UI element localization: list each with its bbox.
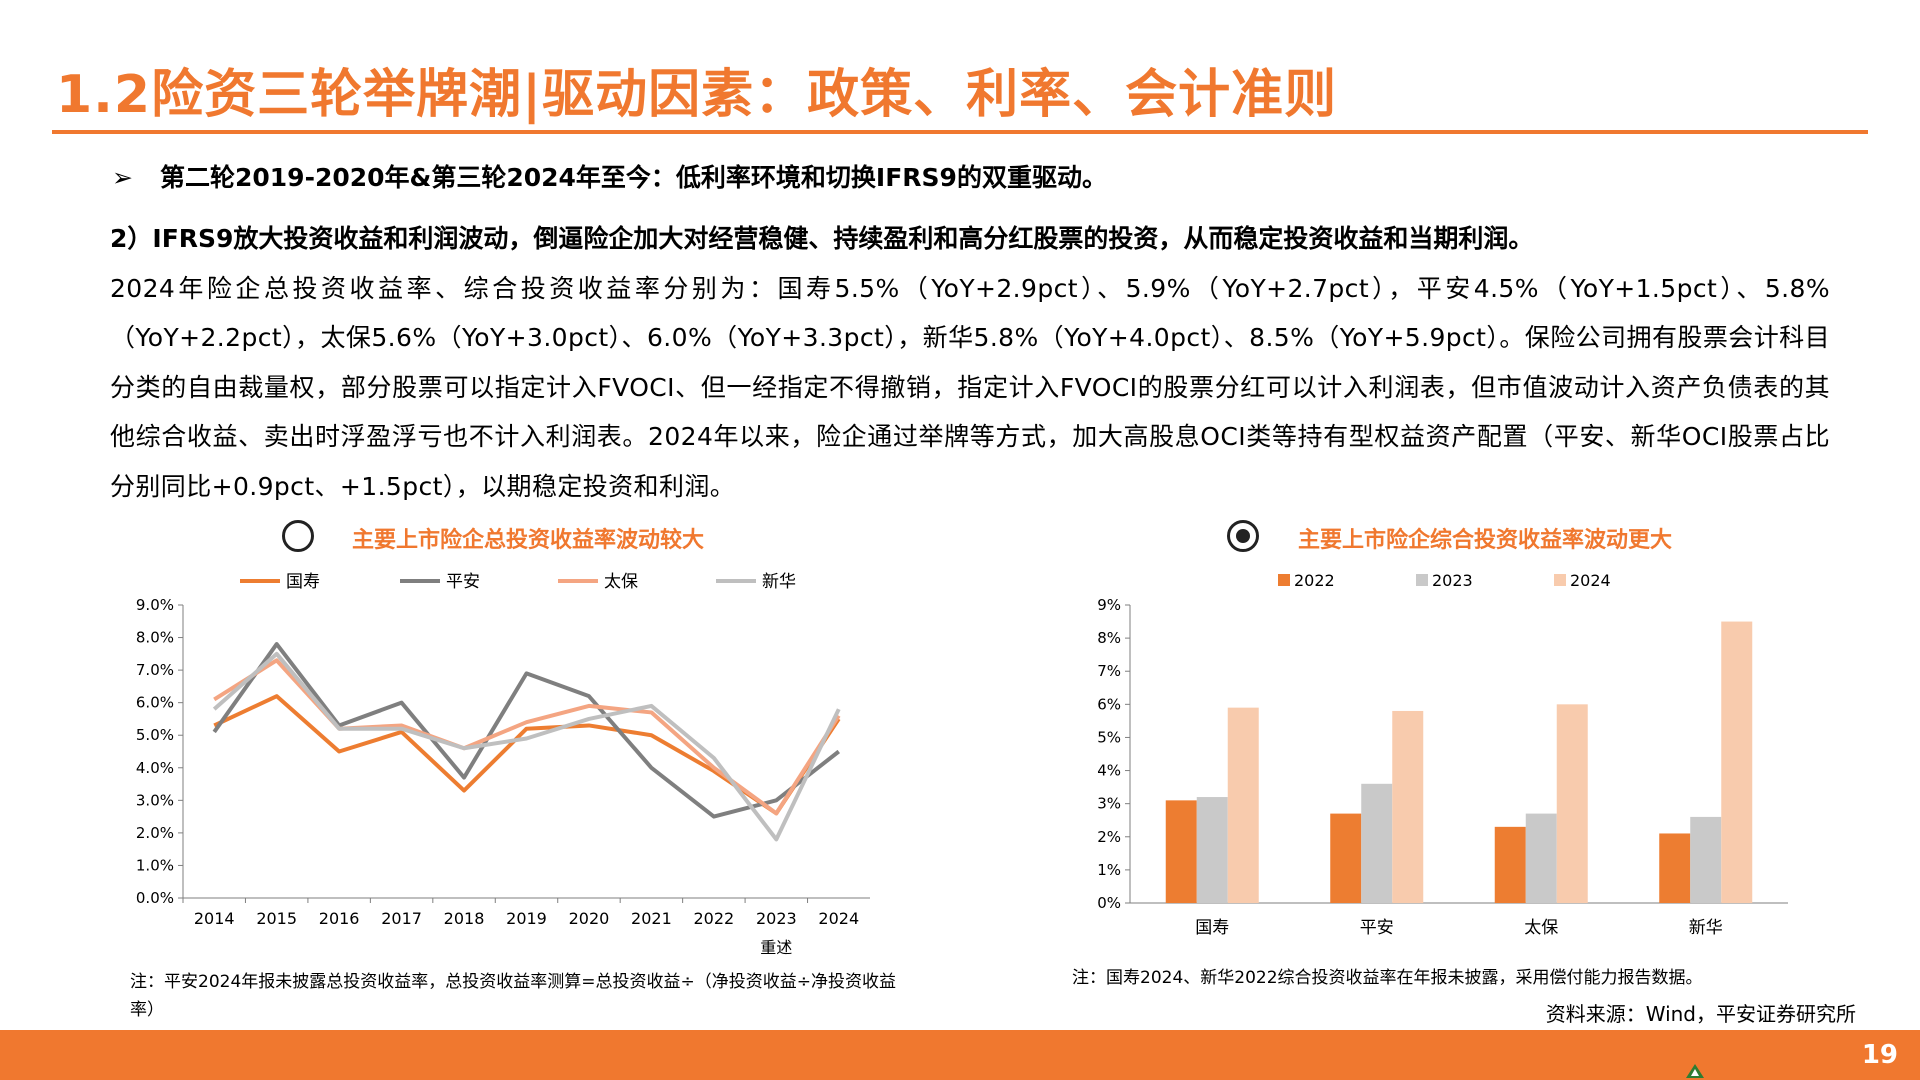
x-tick-label: 2018: [444, 909, 485, 928]
y-tick-label: 8.0%: [136, 629, 174, 647]
legend-label: 平安: [446, 572, 480, 592]
bar-2023-太保: [1525, 813, 1557, 903]
title-divider: [52, 130, 1868, 134]
bar-2023-平安: [1361, 783, 1393, 903]
y-tick-label: 3.0%: [136, 791, 174, 809]
footer-bar: [0, 1030, 1920, 1080]
series-line-4: [212, 651, 841, 842]
bar-2022-平安: [1330, 813, 1362, 903]
bar-2024-国寿: [1227, 707, 1259, 903]
radio-selected-icon: [1227, 520, 1259, 552]
arrow-bullet-icon: ➢: [112, 163, 133, 192]
y-tick-label: 0.0%: [136, 889, 174, 907]
left-chart-note: 注：平安2024年报未披露总投资收益率，总投资收益率测算=总投资收益÷（净投资收…: [130, 972, 896, 1020]
legend-swatch: [1554, 574, 1566, 586]
y-tick-label: 6.0%: [136, 694, 174, 712]
y-tick-label: 2%: [1097, 828, 1121, 846]
y-tick-label: 2.0%: [136, 824, 174, 842]
legend-label: 2024: [1570, 571, 1611, 590]
x-tick-label: 2014: [194, 909, 235, 928]
right-chart-note: 注：国寿2024、新华2022综合投资收益率在年报未披露，采用偿付能力报告数据。: [1072, 968, 1703, 988]
y-tick-label: 9%: [1097, 596, 1121, 614]
y-tick-label: 9.0%: [136, 596, 174, 614]
x-tick-label: 太保: [1524, 918, 1558, 938]
y-tick-label: 5%: [1097, 728, 1121, 746]
x-tick-label: 2015: [256, 909, 297, 928]
source-text: 资料来源：Wind，平安证券研究所: [1545, 1002, 1856, 1026]
x-tick-label: 2024: [818, 909, 859, 928]
bar-2024-新华: [1721, 621, 1753, 903]
page-title: 1.2险资三轮举牌潮|驱动因素：政策、利率、会计准则: [56, 65, 1338, 125]
logo-icon: [1686, 1064, 1704, 1078]
radio-dot: [1236, 529, 1250, 543]
y-tick-label: 4%: [1097, 762, 1121, 780]
x-tick-label: 2019: [506, 909, 547, 928]
bar-2024-太保: [1556, 704, 1588, 903]
bar-2022-太保: [1494, 826, 1526, 903]
legend-label: 2023: [1432, 571, 1473, 590]
bar-chart: 0% 1% 2% 3% 4% 5% 6% 7% 8% 9% 国寿 平安 太保 新华 2022 2023 2024: [1097, 571, 1788, 938]
y-tick-label: 7.0%: [136, 661, 174, 679]
y-tick-label: 3%: [1097, 795, 1121, 813]
x-tick-label: 2022: [694, 909, 735, 928]
legend-label: 太保: [604, 572, 638, 592]
page-number: 19: [1861, 1040, 1898, 1070]
body-paragraph: 2024年险企总投资收益率、综合投资收益率分别为：国寿5.5%（YoY+2.9p…: [110, 273, 1830, 501]
legend-label: 新华: [762, 572, 796, 592]
bar-2023-国寿: [1196, 797, 1228, 903]
x-tick-label: 2023: [756, 909, 797, 928]
y-tick-label: 7%: [1097, 662, 1121, 680]
y-tick-label: 0%: [1097, 894, 1121, 912]
bullet-point: ➢ 第二轮2019-2020年&第三轮2024年至今：低利率环境和切换IFRS9的…: [112, 158, 1107, 194]
x-tick-label: 平安: [1360, 918, 1394, 938]
legend-swatch: [1416, 574, 1428, 586]
bar-2023-新华: [1690, 816, 1722, 903]
y-tick-label: 6%: [1097, 695, 1121, 713]
bullet-text: 第二轮2019-2020年&第三轮2024年至今：低利率环境和切换IFRS9的双…: [160, 163, 1107, 192]
x-tick-label: 新华: [1689, 918, 1723, 938]
legend-swatch: [1278, 574, 1290, 586]
series-line-2: [212, 642, 841, 819]
x-tick-label: 国寿: [1195, 918, 1229, 938]
body-text: 2）IFRS9放大投资收益和利润波动，倒逼险企加大对经营稳健、持续盈利和高分红股…: [110, 214, 1830, 511]
bar-2022-国寿: [1165, 800, 1197, 903]
x-tick-label: 2016: [319, 909, 360, 928]
y-tick-label: 4.0%: [136, 759, 174, 777]
line-chart: 0.0% 1.0% 2.0% 3.0% 4.0% 5.0% 6.0% 7.0% 8.0% 9.0%…: [136, 572, 870, 957]
x-tick-label: 重述: [760, 938, 792, 957]
x-tick-label: 2020: [569, 909, 610, 928]
bar-2022-新华: [1659, 833, 1691, 903]
y-tick-label: 1.0%: [136, 856, 174, 874]
legend-label: 2022: [1294, 571, 1335, 590]
right-chart-heading: 主要上市险企综合投资收益率波动更大: [1298, 528, 1673, 553]
legend-label: 国寿: [286, 572, 320, 592]
left-chart-heading: 主要上市险企总投资收益率波动较大: [352, 528, 705, 553]
x-tick-label: 2021: [631, 909, 672, 928]
bar-2024-平安: [1392, 710, 1424, 903]
y-tick-label: 8%: [1097, 629, 1121, 647]
y-tick-label: 5.0%: [136, 726, 174, 744]
body-lead: 2）IFRS9放大投资收益和利润波动，倒逼险企加大对经营稳健、持续盈利和高分红股…: [110, 224, 1534, 253]
y-tick-label: 1%: [1097, 861, 1121, 879]
radio-empty-icon: [282, 520, 314, 552]
x-tick-label: 2017: [381, 909, 422, 928]
